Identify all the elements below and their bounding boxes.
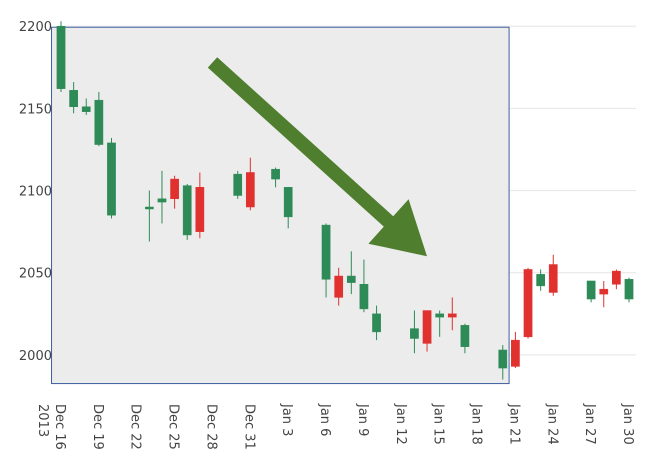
x-tick-label-2014-01-18: Jan 18 — [469, 403, 484, 445]
candle-2014-01-22 — [523, 267, 533, 339]
candle-2013-12-30 — [233, 170, 243, 199]
y-axis-ticks: 2000 2050 2100 2150 2200 — [19, 20, 52, 364]
candle-2013-12-18 — [81, 98, 91, 115]
candle-2013-12-16 — [56, 21, 66, 92]
y-tick-label-2200: 2200 — [19, 20, 52, 35]
candle-body — [69, 90, 78, 107]
x-tick-label-2014-01-30: Jan 30 — [620, 403, 635, 445]
candle-body — [170, 178, 179, 200]
candle-2013-12-25 — [170, 175, 179, 209]
candle-body — [422, 310, 432, 344]
x-tick-label-2014-01-09: Jan 9 — [355, 403, 370, 436]
candle-body — [233, 173, 243, 196]
candle-body — [460, 325, 470, 347]
trend-arrow — [207, 57, 427, 257]
candle-2013-12-19 — [94, 91, 104, 147]
x-tick-label-2013-12-28: Dec 28 — [204, 404, 219, 450]
candle-body — [271, 168, 280, 180]
y-tick-label-2000: 2000 — [19, 349, 52, 364]
candle-2014-01-02 — [271, 167, 280, 188]
candle-2013-12-17 — [69, 82, 78, 114]
candle-2014-01-24 — [548, 254, 558, 296]
candle-body — [548, 264, 558, 293]
x-tick-label-2014-01-15: Jan 15 — [431, 403, 446, 445]
candle-2014-01-08 — [346, 251, 356, 295]
x-tick-label-2014-01-06: Jan 6 — [317, 403, 332, 436]
candle-body — [498, 349, 508, 369]
candle-body — [599, 288, 609, 295]
candle-2014-01-15 — [435, 310, 445, 337]
candle-body — [435, 313, 445, 318]
candle-body — [94, 99, 104, 145]
x-tick-label-2014-01-27: Jan 27 — [582, 403, 597, 445]
candle-2014-01-07 — [334, 267, 344, 306]
x-tick-label-2014-01-24: Jan 24 — [544, 403, 559, 445]
x-tick-label-2014-01-12: Jan 12 — [393, 403, 408, 445]
candle-body — [195, 187, 205, 232]
candle-2014-01-14 — [422, 310, 432, 352]
candle-body — [334, 275, 344, 298]
candle-2014-01-03 — [283, 187, 293, 229]
candle-body — [359, 283, 369, 310]
candle-body — [283, 187, 293, 218]
candle-body — [346, 275, 356, 283]
candle-2014-01-10 — [372, 305, 381, 341]
candle-body — [612, 270, 621, 285]
candle-body — [245, 172, 255, 208]
x-tick-label-2013-12-31: Dec 31 — [241, 404, 256, 450]
candle-2014-01-16 — [447, 297, 457, 331]
candle-2014-01-28 — [599, 280, 609, 308]
y-tick-label-2150: 2150 — [19, 102, 52, 117]
candle-2014-01-17 — [460, 323, 470, 354]
candle-2014-01-30 — [624, 277, 634, 303]
candle-body — [523, 269, 533, 338]
candle-body — [56, 25, 66, 89]
candle-body — [157, 198, 167, 203]
candle-2013-12-27 — [195, 172, 205, 239]
candle-2013-12-31 — [245, 157, 255, 211]
candle-2014-01-20 — [498, 345, 508, 380]
candle-2013-12-23 — [145, 190, 154, 242]
candle-body — [107, 142, 116, 216]
candles — [56, 21, 634, 380]
candle-2013-12-26 — [182, 183, 192, 240]
candle-2014-01-27 — [586, 280, 596, 303]
candle-2013-12-24 — [157, 170, 167, 224]
candle-body — [81, 106, 91, 112]
candle-body — [624, 279, 634, 300]
y-tick-label-2050: 2050 — [19, 267, 52, 282]
candle-body — [321, 224, 331, 280]
candle-2014-01-23 — [536, 269, 545, 291]
x-tick-label-2013-12-25: Dec 25 — [166, 404, 181, 450]
x-tick-label-2014-01-21: Jan 21 — [506, 403, 521, 445]
candle-2014-01-06 — [321, 223, 331, 298]
x-tick-label-2013-12-16: Dec 16 — [52, 404, 67, 450]
trend-arrow-shape — [207, 57, 427, 257]
candle-2014-01-09 — [359, 259, 369, 313]
candle-2014-01-29 — [612, 269, 621, 290]
candle-body — [511, 339, 520, 367]
candle-body — [586, 280, 596, 300]
x-tick-label-2013-12-19: Dec 19 — [90, 404, 105, 450]
x-tick-sublabel-2013-12-16: 2013 — [35, 404, 50, 437]
candle-body — [145, 206, 154, 210]
highlight-region — [51, 26, 510, 385]
candle-body — [447, 313, 457, 318]
candle-2013-12-20 — [107, 137, 116, 219]
candle-body — [372, 313, 381, 333]
x-tick-label-2013-12-22: Dec 22 — [128, 404, 143, 450]
candle-body — [536, 274, 545, 287]
y-tick-label-2100: 2100 — [19, 185, 52, 200]
candle-body — [182, 185, 192, 236]
candle-body — [410, 328, 419, 339]
x-tick-label-2014-01-03: Jan 3 — [279, 403, 294, 436]
candle-2014-01-13 — [410, 310, 419, 354]
candle-2014-01-21 — [511, 331, 520, 369]
